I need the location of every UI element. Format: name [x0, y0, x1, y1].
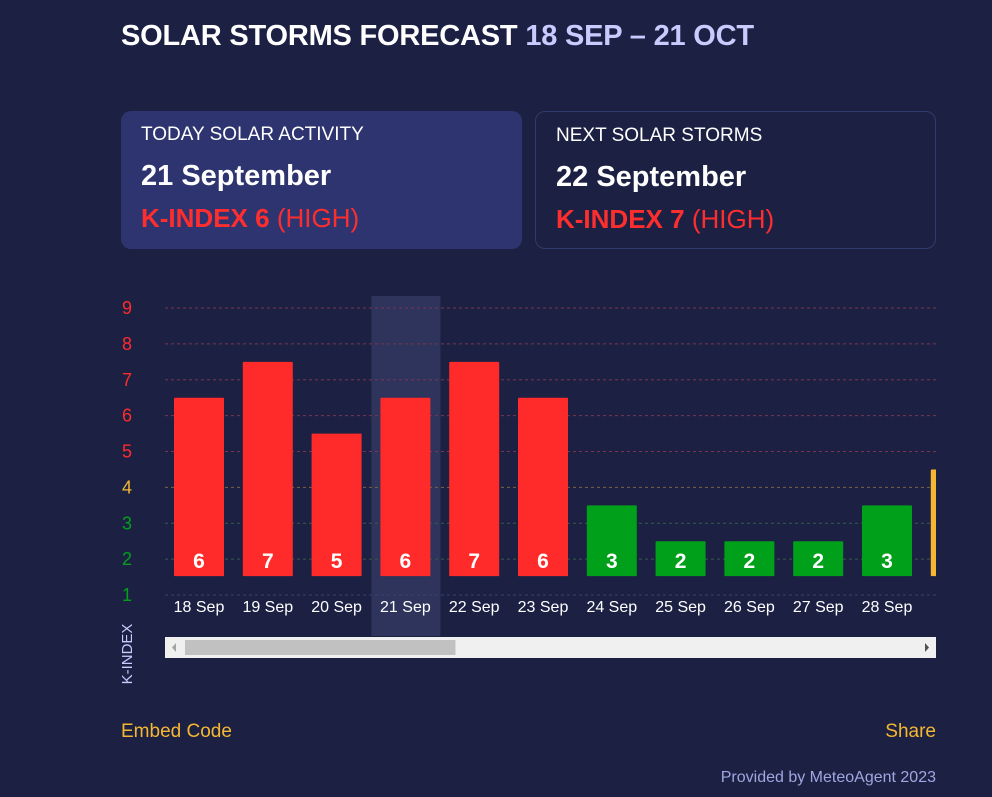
- bar[interactable]: [242, 361, 293, 577]
- bar-value-label: 5: [331, 550, 343, 573]
- bar[interactable]: [380, 397, 431, 577]
- bar[interactable]: [930, 469, 950, 577]
- next-storms-card: NEXT SOLAR STORMS 22 September K-INDEX 7…: [535, 111, 936, 249]
- y-tick-label: 8: [122, 334, 132, 354]
- today-label: TODAY SOLAR ACTIVITY: [141, 124, 364, 145]
- y-tick-label: 3: [122, 513, 132, 533]
- next-label: NEXT SOLAR STORMS: [556, 125, 763, 146]
- scroll-left-arrow-icon[interactable]: [172, 643, 176, 652]
- next-date: 22 September: [556, 161, 747, 193]
- x-tick-label: 28 Sep: [862, 599, 913, 616]
- x-tick-label: 24 Sep: [586, 599, 637, 616]
- next-kindex-value: K-INDEX 7: [556, 204, 685, 234]
- y-tick-label: 4: [122, 477, 132, 497]
- title-text: SOLAR STORMS FORECAST: [121, 20, 518, 52]
- today-date: 21 September: [141, 160, 332, 192]
- bar[interactable]: [449, 361, 500, 577]
- y-tick-label: 9: [122, 298, 132, 318]
- today-activity-card: TODAY SOLAR ACTIVITY 21 September K-INDE…: [121, 111, 522, 249]
- x-tick-label: 23 Sep: [518, 599, 569, 616]
- bar[interactable]: [793, 541, 844, 577]
- kindex-chart: 1 2 3 4 5 6 7 8 9 6 18 Sep 7 19 Sep 5 20 Sep 6 21 Sep 7 22…: [110, 290, 950, 695]
- x-tick-label: 20 Sep: [311, 599, 362, 616]
- bars-group: 6 18 Sep 7 19 Sep 5 20 Sep 6 21 Sep 7 22 Sep 6 23 S…: [174, 361, 950, 616]
- share-link[interactable]: Share: [885, 721, 936, 742]
- today-kindex: K-INDEX 6 (HIGH): [141, 203, 502, 234]
- bar[interactable]: [724, 541, 775, 577]
- date-range: 18 SEP – 21 OCT: [525, 20, 754, 52]
- y-tick-label: 5: [122, 442, 132, 462]
- bar[interactable]: [518, 397, 568, 577]
- x-tick-label: 27 Sep: [793, 599, 844, 616]
- scrollbar-thumb[interactable]: [185, 640, 456, 655]
- y-tick-label: 2: [122, 549, 132, 569]
- bar[interactable]: [174, 397, 224, 577]
- bar[interactable]: [311, 433, 362, 577]
- bar-value-label: 6: [537, 550, 549, 573]
- today-kindex-level: (HIGH): [276, 203, 360, 233]
- bar-value-label: 7: [262, 550, 274, 573]
- next-kindex: K-INDEX 7 (HIGH): [556, 204, 915, 235]
- bar-value-label: 2: [744, 550, 756, 573]
- page-title: SOLAR STORMS FORECAST 18 SEP – 21 OCT: [121, 20, 754, 53]
- x-tick-label: 25 Sep: [655, 599, 706, 616]
- bar-value-label: 2: [812, 550, 824, 573]
- bar-value-label: 7: [468, 550, 480, 573]
- x-tick-label: 21 Sep: [380, 599, 431, 616]
- bar-value-label: 6: [193, 550, 205, 573]
- bar-value-label: 2: [675, 550, 687, 573]
- bar-value-label: 3: [606, 550, 618, 573]
- today-kindex-value: K-INDEX 6: [141, 203, 270, 233]
- x-tick-label: 22 Sep: [449, 599, 500, 616]
- bar-value-label: 3: [881, 550, 893, 573]
- scroll-right-arrow-icon[interactable]: [925, 643, 929, 652]
- embed-code-link[interactable]: Embed Code: [121, 721, 232, 742]
- y-tick-label: 6: [122, 406, 132, 426]
- y-tick-label: 1: [122, 585, 132, 605]
- bar[interactable]: [655, 541, 706, 577]
- y-tick-label: 7: [122, 370, 132, 390]
- y-axis-label: K-INDEX: [119, 624, 136, 685]
- bar[interactable]: [862, 505, 912, 577]
- x-tick-label: 18 Sep: [174, 599, 225, 616]
- x-tick-label: 19 Sep: [242, 599, 293, 616]
- next-kindex-level: (HIGH): [691, 204, 775, 234]
- x-tick-label: 26 Sep: [724, 599, 775, 616]
- bar[interactable]: [586, 505, 637, 577]
- bar-value-label: 6: [400, 550, 412, 573]
- provided-by: Provided by MeteoAgent 2023: [720, 769, 936, 786]
